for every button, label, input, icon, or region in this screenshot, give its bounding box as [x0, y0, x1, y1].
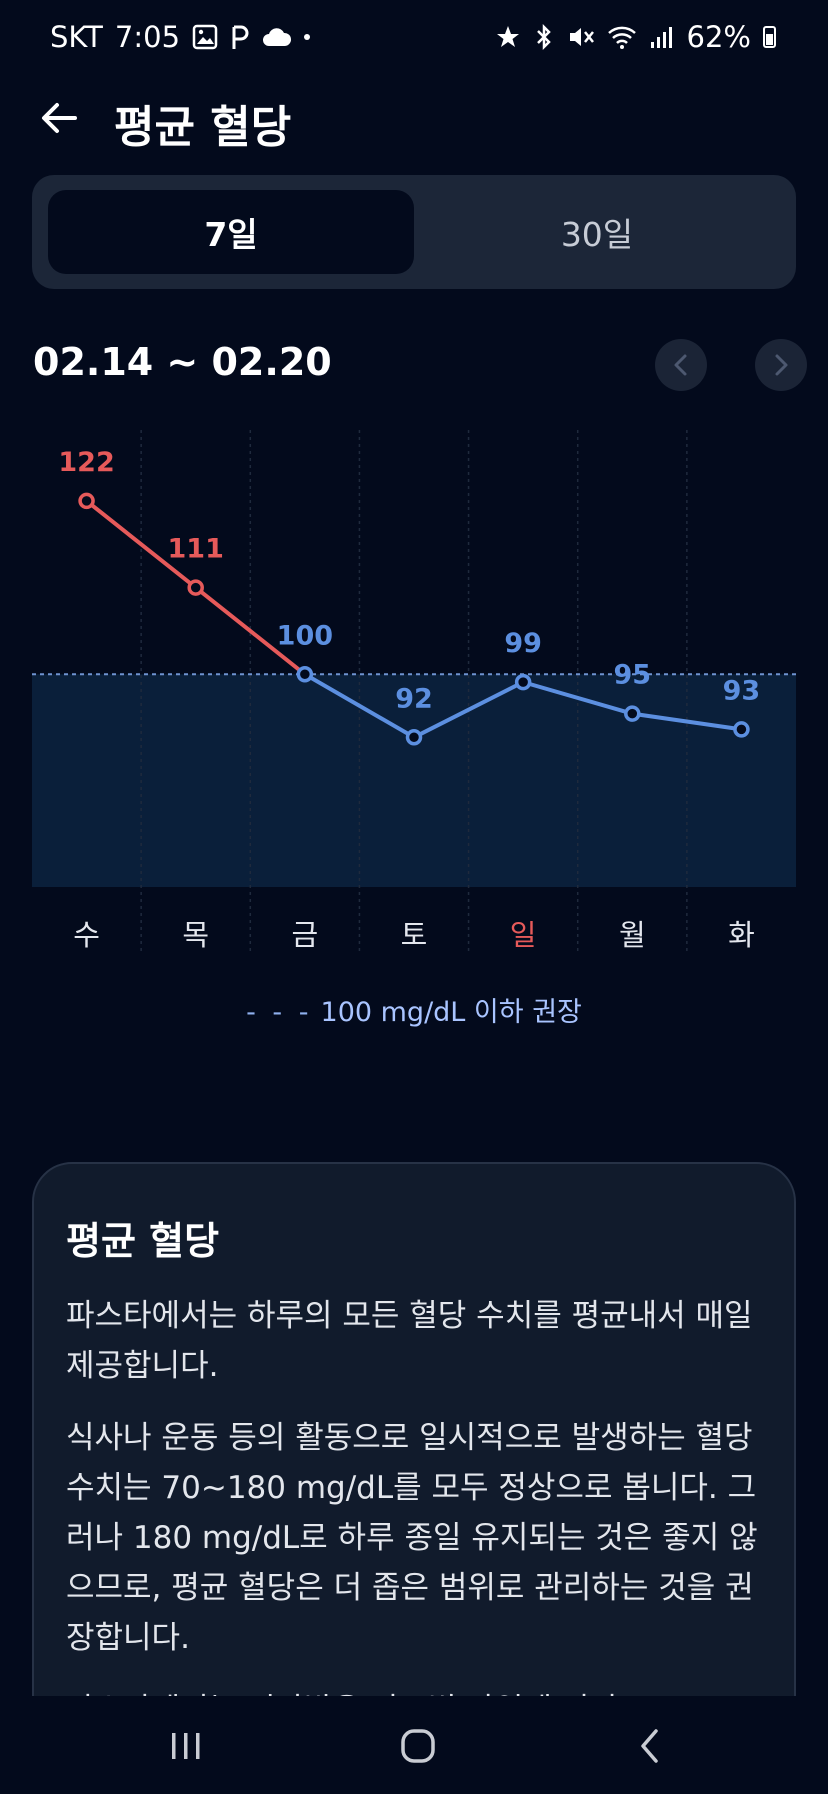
day-label: 월	[619, 918, 646, 952]
battery-percent: 62%	[686, 20, 751, 54]
back-button[interactable]	[34, 93, 84, 143]
data-label: 111	[168, 534, 224, 565]
system-back-button[interactable]	[610, 1716, 690, 1776]
glucose-chart: 122 111 100 92 99 95 93 수 목 금 토 일 월 화	[0, 420, 828, 980]
home-icon	[401, 1729, 435, 1763]
page-title: 평균 혈당	[114, 102, 292, 153]
legend: - - -100 mg/dL 이하 권장	[0, 990, 828, 1029]
data-point	[405, 729, 423, 746]
glucose-chart-svg: 122 111 100 92 99 95 93 수 목 금 토 일 월 화	[32, 430, 796, 955]
recent-apps-icon	[172, 1733, 200, 1759]
period-toggle: 7일 30일	[32, 175, 796, 289]
chevron-left-icon	[674, 354, 687, 376]
day-label: 목	[182, 918, 209, 952]
legend-label: 100 mg/dL 이하 권장	[320, 997, 582, 1028]
data-point	[187, 579, 204, 596]
battery-icon	[763, 26, 776, 48]
wifi-icon	[607, 26, 636, 49]
status-bar: SKT 7:05	[0, 0, 828, 80]
data-label: 122	[58, 447, 114, 478]
gallery-icon	[192, 24, 218, 50]
data-point	[733, 721, 750, 738]
data-label: 100	[277, 620, 333, 651]
signal-icon	[650, 27, 672, 48]
data-point	[624, 705, 641, 722]
day-label: 금	[292, 918, 319, 952]
header: 평균 혈당	[0, 85, 828, 155]
recommended-zone	[32, 674, 796, 887]
legend-dash-icon: - - -	[246, 997, 313, 1028]
carrier-label: SKT	[50, 20, 103, 54]
cloud-icon	[263, 28, 292, 46]
arrow-left-icon	[42, 103, 77, 133]
mute-icon	[569, 28, 594, 46]
series-line-segment	[84, 498, 198, 590]
p-icon	[232, 25, 249, 49]
system-nav-bar	[0, 1696, 828, 1794]
data-label: 99	[504, 628, 542, 659]
info-paragraph: 파스타에서는 하루의 모든 혈당 수치를 평균내서 매일 제공합니다.	[66, 1298, 753, 1384]
status-left: SKT 7:05	[50, 20, 311, 54]
day-label: 일	[510, 918, 537, 952]
back-icon	[641, 1729, 658, 1763]
info-paragraph: 식사나 운동 등의 활동으로 일시적으로 발생하는 혈당 수치는 70~180 …	[66, 1420, 758, 1656]
tab-7-days[interactable]: 7일	[48, 190, 414, 274]
status-right: 62%	[495, 20, 776, 54]
dot-icon	[304, 34, 311, 40]
day-label: 토	[401, 918, 428, 952]
bluetooth-icon	[536, 23, 551, 51]
recent-apps-button[interactable]	[146, 1716, 226, 1776]
date-range: 02.14 ~ 02.20	[33, 340, 332, 384]
series-line-segment	[521, 680, 635, 716]
data-label: 92	[395, 683, 433, 714]
home-button[interactable]	[378, 1716, 458, 1776]
tab-30-days[interactable]: 30일	[560, 215, 634, 254]
series-line-segment	[193, 585, 307, 677]
day-label: 화	[728, 918, 755, 952]
info-title: 평균 혈당	[66, 1219, 220, 1263]
day-label: 수	[73, 918, 100, 952]
series-line-segment	[412, 680, 526, 740]
data-label: 93	[723, 675, 761, 706]
series-line-segment	[302, 672, 416, 740]
data-label: 95	[613, 660, 651, 691]
next-week-button[interactable]	[755, 339, 807, 391]
data-point	[78, 492, 95, 510]
data-point	[296, 666, 314, 683]
previous-week-button[interactable]	[655, 339, 707, 391]
data-point	[514, 673, 532, 691]
chevron-right-icon	[775, 354, 788, 376]
series-line-segment	[630, 711, 744, 732]
star-icon	[496, 26, 519, 47]
clock: 7:05	[114, 20, 181, 54]
